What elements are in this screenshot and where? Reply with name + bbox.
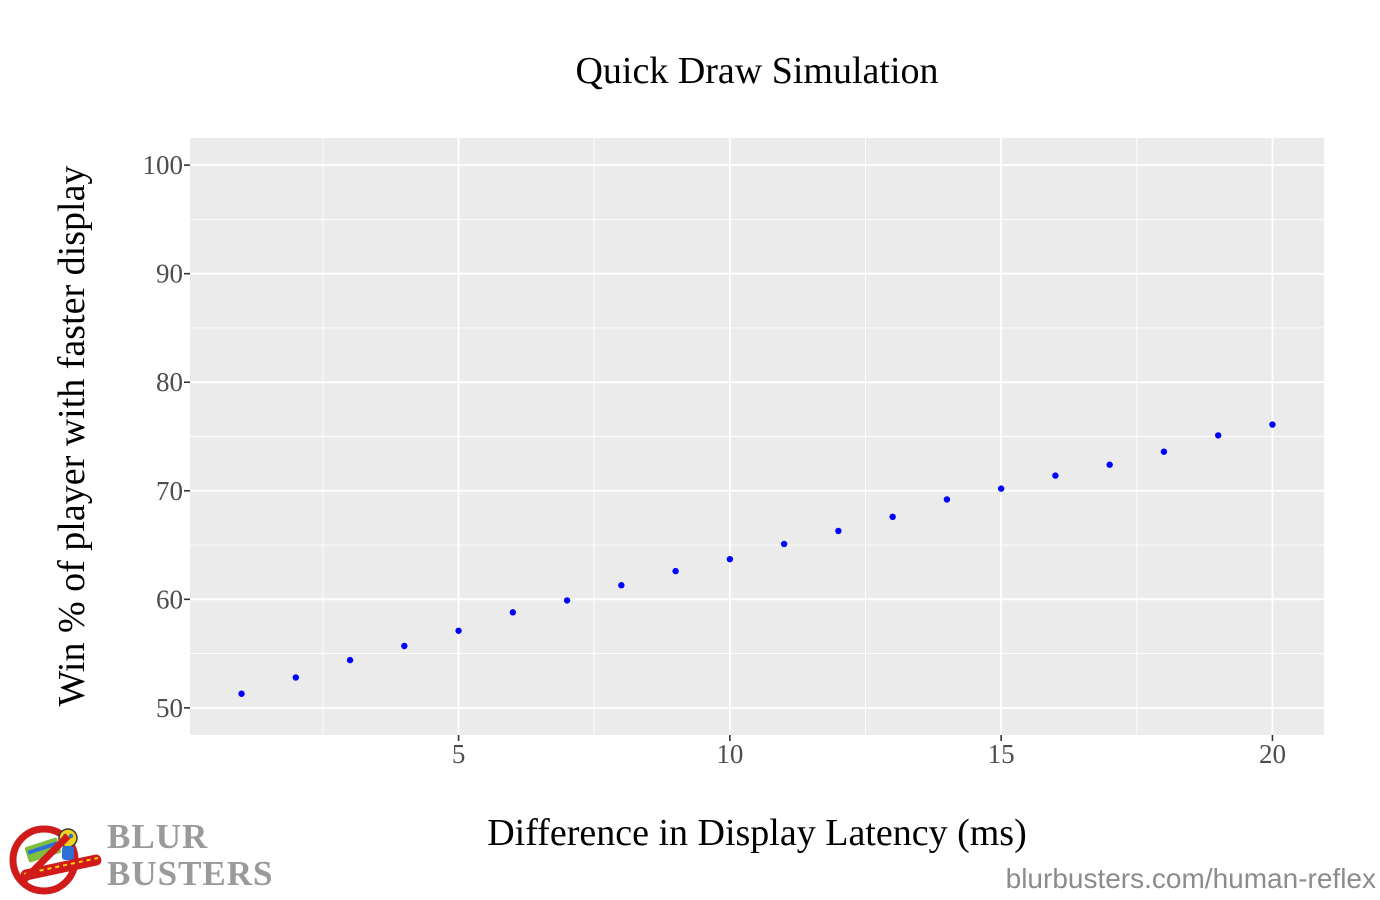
data-point xyxy=(1269,421,1276,428)
brand-line-busters: BUSTERS xyxy=(107,854,274,893)
data-point xyxy=(1214,432,1222,439)
x-axis-title: Difference in Display Latency (ms) xyxy=(487,812,1027,854)
data-point xyxy=(672,567,679,575)
data-point xyxy=(509,609,517,616)
blur-busters-brand: BLUR BUSTERS xyxy=(6,818,306,898)
data-point xyxy=(238,690,245,697)
data-point xyxy=(889,513,896,521)
data-point xyxy=(943,496,951,503)
data-point xyxy=(726,555,734,563)
y-tick-label: 80 xyxy=(156,367,183,397)
data-point xyxy=(780,540,788,548)
watermark-url: blurbusters.com/human-reflex xyxy=(1005,863,1376,894)
y-tick-label: 90 xyxy=(156,259,183,289)
brand-line-blur: BLUR xyxy=(107,817,209,856)
major-grid-lines xyxy=(190,138,1324,735)
data-points xyxy=(238,421,1276,697)
chart-title: Quick Draw Simulation xyxy=(575,50,938,92)
y-axis-ticks: 50 60 70 80 90 100 xyxy=(143,150,190,723)
data-point xyxy=(346,656,354,664)
minor-grid-lines xyxy=(190,138,1324,735)
y-axis-title: Win % of player with faster display xyxy=(51,166,93,707)
y-tick-label: 70 xyxy=(156,476,183,506)
x-axis-ticks: 5 10 15 20 xyxy=(452,735,1286,769)
x-tick-label: 15 xyxy=(988,739,1015,769)
x-tick-label: 5 xyxy=(452,739,466,769)
x-tick-label: 10 xyxy=(716,739,743,769)
data-point xyxy=(1052,472,1059,479)
data-point xyxy=(563,597,571,604)
y-tick-label: 50 xyxy=(156,693,183,723)
data-point xyxy=(618,582,625,589)
data-point xyxy=(292,674,300,681)
y-tick-label: 100 xyxy=(143,150,184,180)
y-tick-label: 60 xyxy=(156,584,183,614)
data-point xyxy=(1160,448,1168,455)
data-point xyxy=(1106,461,1113,468)
data-point xyxy=(401,642,408,650)
data-point xyxy=(997,485,1005,492)
brand-wordmark: BLUR BUSTERS xyxy=(107,818,274,892)
blur-busters-no-blur-logo-icon xyxy=(9,825,102,895)
data-point xyxy=(835,527,842,535)
data-point xyxy=(455,627,462,634)
x-tick-label: 20 xyxy=(1259,739,1286,769)
